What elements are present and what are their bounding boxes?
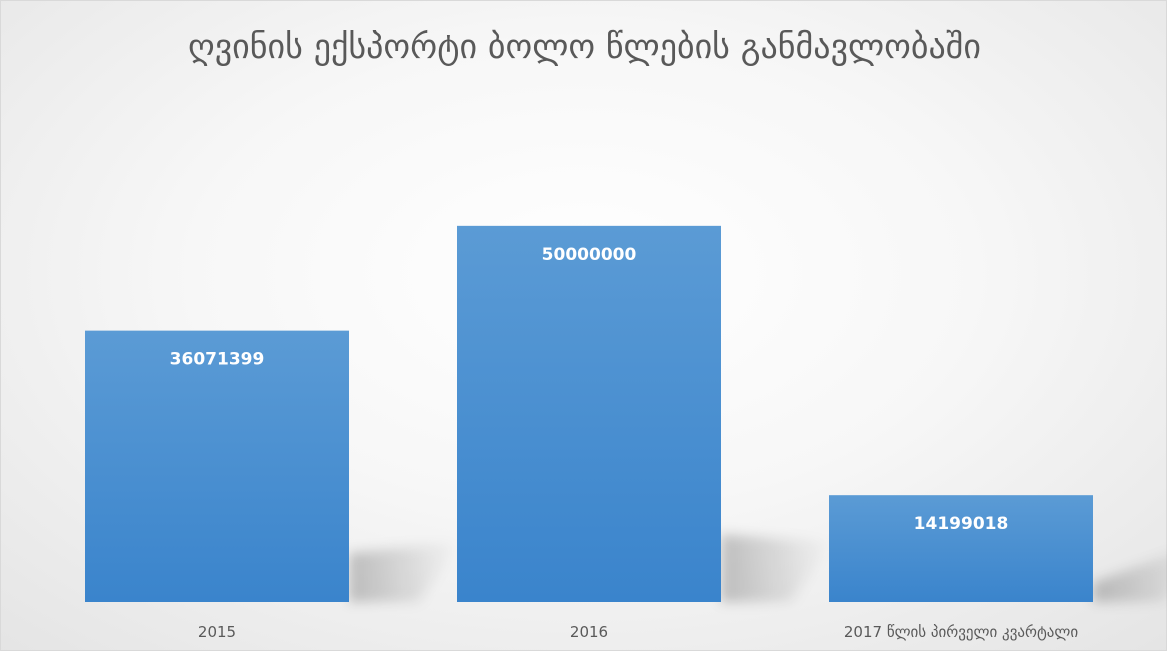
bars — [85, 225, 1093, 602]
value-label: 14199018 — [914, 514, 1009, 534]
category-ticks: 2015 2016 2017 წლის პირველი კვარტალი — [198, 623, 1078, 641]
value-labels: 36071399 50000000 14199018 — [170, 245, 1009, 534]
bar-2017 წლის პირველი კვარტალი — [829, 495, 1093, 602]
category-label: 2016 — [570, 623, 608, 641]
value-label: 36071399 — [170, 350, 265, 370]
chart-title: ღვინის ექსპორტი ბოლო წლების განმავლობაში — [188, 27, 981, 67]
bar-2016 — [457, 225, 721, 602]
bar-2015 — [85, 330, 349, 602]
value-label: 50000000 — [542, 245, 637, 265]
category-label: 2017 წლის პირველი კვარტალი — [844, 623, 1078, 641]
bar-shadow — [349, 542, 459, 602]
bar-shadow — [1093, 555, 1167, 602]
bar-shadow — [721, 534, 831, 602]
bar-shadows — [349, 534, 1167, 602]
category-label: 2015 — [198, 623, 236, 641]
